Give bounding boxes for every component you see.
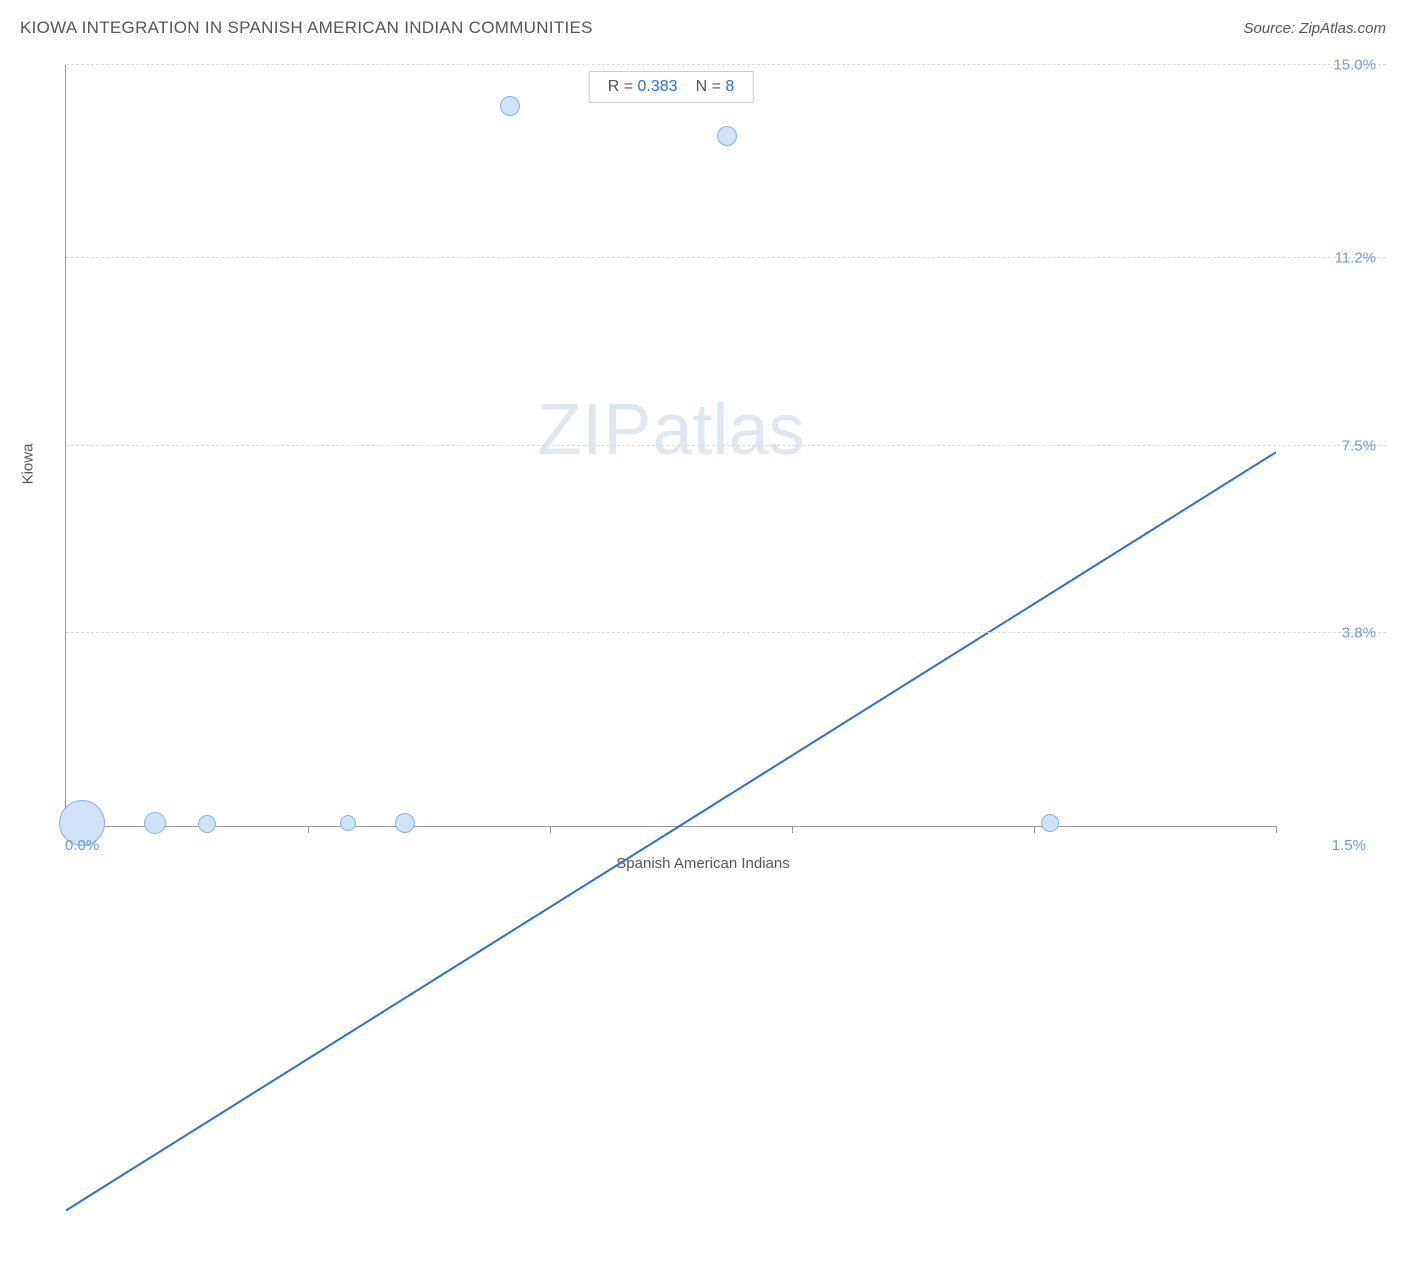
data-point xyxy=(500,96,520,116)
plot-area: ZIPatlas R = 0.383 N = 8 3.8%7.5%11.2%15… xyxy=(65,65,1276,827)
data-point xyxy=(1041,814,1059,832)
n-stat: N = 8 xyxy=(696,78,735,96)
chart-container: Kiowa Spanish American Indians ZIPatlas … xyxy=(20,55,1386,872)
x-axis-label: Spanish American Indians xyxy=(616,855,789,872)
grid-line xyxy=(66,445,1386,446)
data-point xyxy=(198,815,216,833)
y-tick-label: 3.8% xyxy=(1286,625,1376,642)
watermark: ZIPatlas xyxy=(537,389,804,471)
x-max-label: 1.5% xyxy=(1332,837,1366,854)
n-label: N = xyxy=(696,78,721,95)
y-axis-label: Kiowa xyxy=(20,443,37,484)
data-point xyxy=(395,813,415,833)
x-tick xyxy=(1034,826,1035,833)
grid-line xyxy=(66,257,1386,258)
x-tick xyxy=(792,826,793,833)
r-stat: R = 0.383 xyxy=(608,78,678,96)
watermark-light: atlas xyxy=(652,390,804,470)
x-tick xyxy=(1276,826,1277,833)
header: KIOWA INTEGRATION IN SPANISH AMERICAN IN… xyxy=(20,18,1386,38)
grid-line xyxy=(66,64,1386,65)
y-tick-label: 15.0% xyxy=(1286,57,1376,74)
r-value: 0.383 xyxy=(638,78,678,95)
stats-box: R = 0.383 N = 8 xyxy=(589,71,754,103)
data-point xyxy=(144,812,166,834)
grid-line xyxy=(66,632,1386,633)
trend-line xyxy=(66,65,1276,1275)
data-point xyxy=(717,126,737,146)
x-origin-label: 0.0% xyxy=(65,837,99,854)
x-tick xyxy=(308,826,309,833)
y-tick-label: 11.2% xyxy=(1286,249,1376,266)
watermark-bold: ZIP xyxy=(537,390,652,470)
source-attribution: Source: ZipAtlas.com xyxy=(1243,20,1386,37)
y-tick-label: 7.5% xyxy=(1286,437,1376,454)
data-point xyxy=(340,815,356,831)
n-value: 8 xyxy=(725,78,734,95)
x-tick xyxy=(550,826,551,833)
r-label: R = xyxy=(608,78,633,95)
chart-title: KIOWA INTEGRATION IN SPANISH AMERICAN IN… xyxy=(20,18,593,38)
